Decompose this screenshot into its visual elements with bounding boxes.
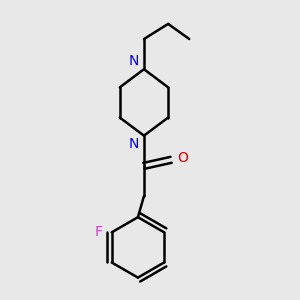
Text: F: F — [95, 225, 103, 239]
Text: N: N — [129, 137, 140, 151]
Text: O: O — [177, 151, 188, 165]
Text: N: N — [129, 54, 140, 68]
